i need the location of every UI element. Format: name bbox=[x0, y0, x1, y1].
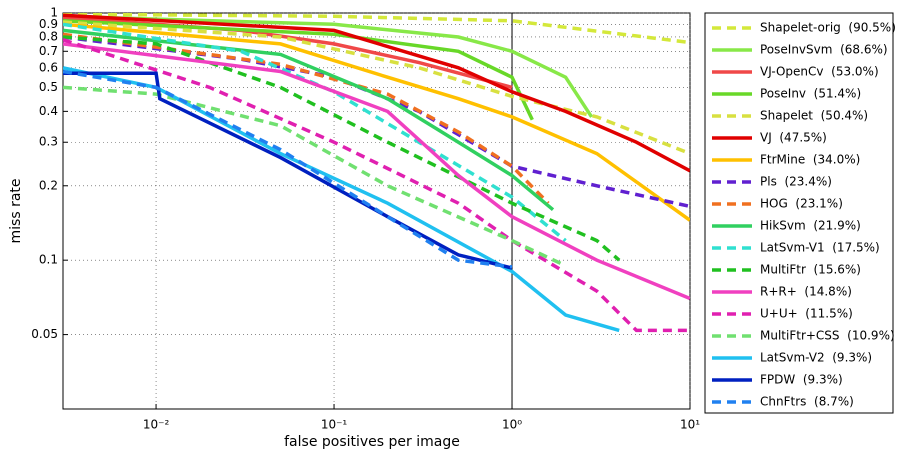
y-tick-label: 0.8 bbox=[39, 29, 58, 43]
x-tick-label: 10⁻¹ bbox=[321, 418, 348, 432]
series-line bbox=[63, 42, 690, 301]
legend-label: PoseInv (51.4%) bbox=[760, 87, 861, 101]
series-line bbox=[63, 71, 513, 270]
legend-label: FPDW (9.3%) bbox=[760, 373, 843, 387]
legend-label: Shapelet-orig (90.5%) bbox=[760, 21, 896, 35]
y-tick-label: 1 bbox=[50, 6, 58, 20]
y-tick-label: 0.2 bbox=[39, 178, 58, 192]
series-line bbox=[63, 22, 567, 242]
y-tick-label: 0.6 bbox=[39, 60, 58, 74]
legend-label: LatSvm-V1 (17.5%) bbox=[760, 241, 880, 255]
series-line bbox=[63, 19, 534, 121]
y-tick-label: 0.9 bbox=[39, 17, 58, 31]
x-axis-label: false positives per image bbox=[284, 434, 460, 450]
legend-label: LatSvm-V2 (9.3%) bbox=[760, 351, 872, 365]
legend-label: FtrMine (34.0%) bbox=[760, 153, 860, 167]
legend bbox=[704, 12, 894, 414]
y-axis-label: miss rate bbox=[8, 178, 24, 243]
lines bbox=[63, 13, 690, 333]
legend-items: Shapelet-orig (90.5%) PoseInvSvm (68.6%) V… bbox=[712, 21, 896, 409]
x-tick-label: 10⁰ bbox=[502, 418, 522, 432]
legend-label: ChnFtrs (8.7%) bbox=[760, 395, 854, 409]
legend-label: Pls (23.4%) bbox=[760, 175, 832, 189]
y-tick-label: 0.4 bbox=[39, 104, 58, 118]
series-line bbox=[63, 28, 555, 212]
y-tick-label: 0.5 bbox=[39, 80, 58, 94]
y-tick-label: 0.1 bbox=[39, 253, 58, 267]
legend-label: U+U+ (11.5%) bbox=[760, 307, 853, 321]
series-line bbox=[63, 35, 621, 262]
legend-label: VJ-OpenCv (53.0%) bbox=[760, 65, 879, 79]
x-tick-label: 10¹ bbox=[680, 418, 700, 432]
series-line bbox=[63, 69, 513, 269]
legend-label: VJ (47.5%) bbox=[760, 131, 827, 145]
y-tick-label: 0.3 bbox=[39, 135, 58, 149]
series-line bbox=[63, 32, 550, 205]
legend-label: Shapelet (50.4%) bbox=[760, 109, 868, 123]
series-line bbox=[63, 20, 690, 156]
series-line bbox=[63, 13, 690, 173]
legend-label: HOG (23.1%) bbox=[760, 197, 843, 211]
legend-label: PoseInvSvm (68.6%) bbox=[760, 43, 888, 57]
legend-label: MultiFtr (15.6%) bbox=[760, 263, 861, 277]
legend-label: MultiFtr+CSS (10.9%) bbox=[760, 329, 895, 343]
series-line bbox=[63, 85, 567, 268]
x-tick-label: 10⁻² bbox=[143, 418, 170, 432]
y-tick-label: 0.7 bbox=[39, 44, 58, 58]
y-tick-label: 0.05 bbox=[31, 327, 58, 341]
series-line bbox=[63, 14, 594, 118]
legend-label: HikSvm (21.9%) bbox=[760, 219, 861, 233]
legend-label: R+R+ (14.8%) bbox=[760, 285, 852, 299]
series-line bbox=[63, 13, 690, 45]
series-line bbox=[63, 22, 690, 222]
